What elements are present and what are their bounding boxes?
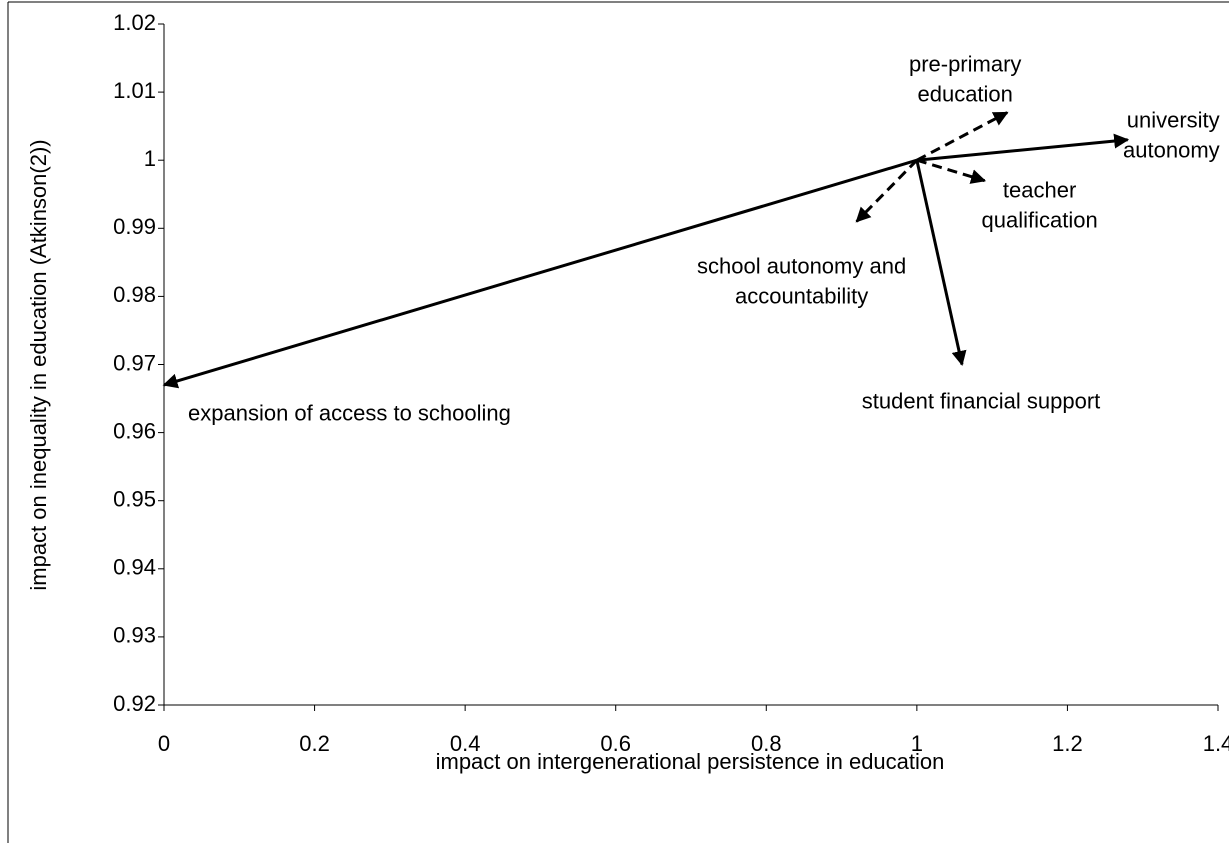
arrow-label: teacher (1003, 177, 1076, 202)
y-tick-label: 0.92 (113, 691, 156, 716)
x-tick-label: 1.2 (1052, 731, 1083, 756)
arrow-label: university (1127, 108, 1220, 133)
arrow (162, 158, 918, 389)
arrow (916, 158, 987, 184)
y-tick-label: 1.02 (113, 10, 156, 35)
arrow-label: student financial support (862, 388, 1101, 413)
y-tick-label: 0.97 (113, 350, 156, 375)
arrow-label: education (917, 81, 1012, 106)
x-tick-label: 1 (911, 731, 923, 756)
y-tick-label: 0.95 (113, 487, 156, 512)
arrow (916, 133, 1130, 162)
x-tick-label: 0.8 (751, 731, 782, 756)
x-tick-label: 0.6 (600, 731, 631, 756)
arrow (855, 159, 918, 223)
x-axis-title: impact on intergenerational persistence … (436, 749, 945, 774)
y-tick-label: 0.96 (113, 418, 156, 443)
arrow-label: pre-primary (909, 51, 1021, 76)
arrow-label: autonomy (1123, 138, 1220, 163)
y-tick-label: 0.98 (113, 282, 156, 307)
y-tick-label: 1 (144, 146, 156, 171)
arrow (916, 111, 1009, 162)
y-tick-label: 0.94 (113, 555, 156, 580)
x-tick-label: 0.4 (450, 731, 481, 756)
arrow-label: school autonomy and (697, 253, 906, 278)
arrow-label: expansion of access to schooling (188, 401, 511, 426)
y-tick-label: 1.01 (113, 78, 156, 103)
arrow-label: qualification (982, 207, 1098, 232)
y-axis-title: impact on inequality in education (Atkin… (26, 139, 51, 590)
arrow-label: accountability (735, 283, 868, 308)
y-tick-label: 0.93 (113, 623, 156, 648)
y-tick-label: 0.99 (113, 214, 156, 239)
arrow (915, 159, 967, 366)
x-tick-label: 0 (158, 731, 170, 756)
x-tick-label: 0.2 (299, 731, 330, 756)
x-tick-label: 1.4 (1203, 731, 1229, 756)
